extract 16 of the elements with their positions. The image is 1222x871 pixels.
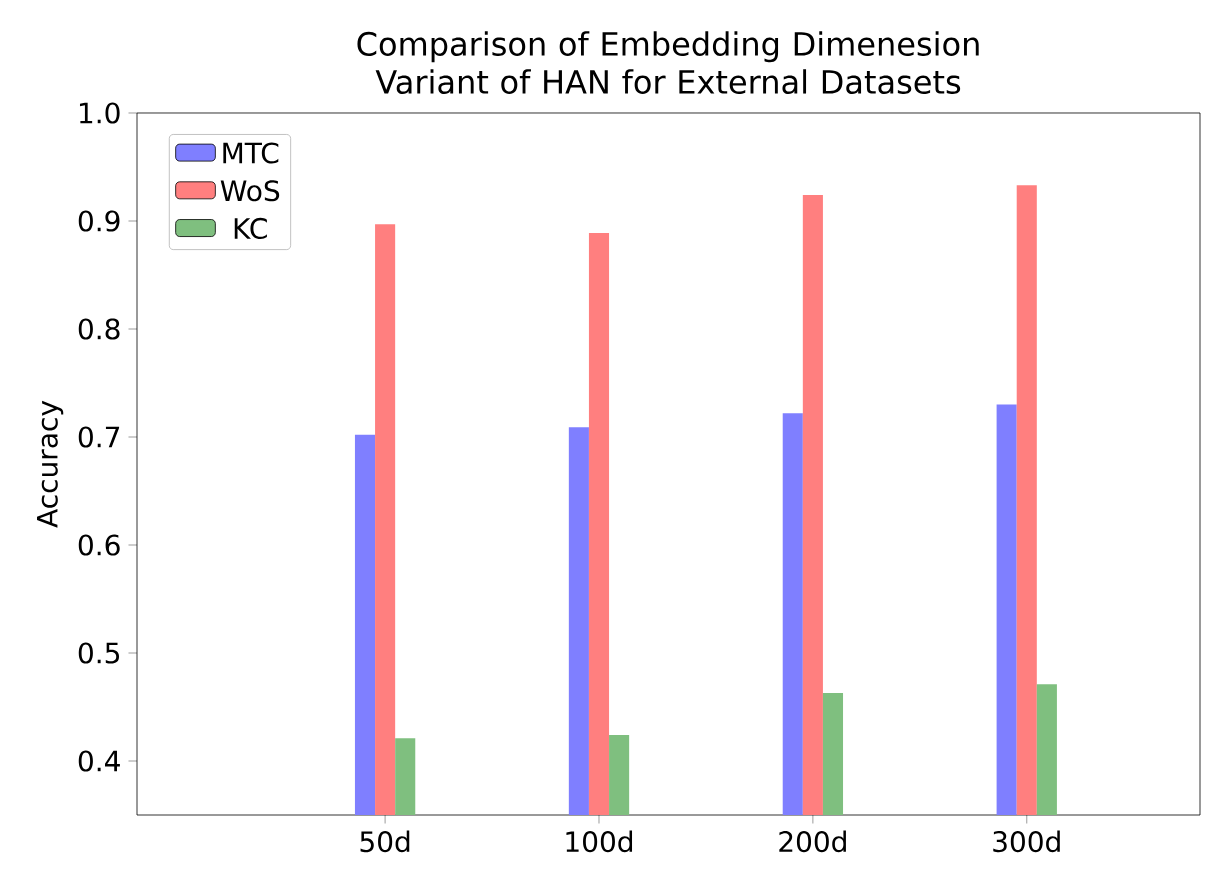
y-tick-label: 0.8	[78, 318, 120, 340]
x-tick-label: 300d	[993, 830, 1060, 853]
legend-label: MTC	[223, 142, 279, 164]
chart-title: Comparison of Embedding Dimenesion Variant of HAN for External Datasets	[357, 31, 979, 95]
y-tick-label: 0.4	[78, 750, 120, 772]
legend-label: KC	[234, 217, 267, 240]
x-tick-label: 50d	[360, 830, 410, 853]
y-axis-title: Accuracy	[37, 400, 64, 528]
y-tick-label: 0.6	[78, 534, 120, 556]
y-tick-label: 0.7	[78, 426, 120, 448]
legend-label: WoS	[220, 180, 280, 202]
x-tick-label: 200d	[779, 830, 846, 853]
x-tick-label: 100d	[566, 830, 633, 853]
y-tick-label: 0.9	[78, 210, 120, 232]
y-tick-label: 1.0	[79, 102, 120, 124]
y-tick-label: 0.5	[78, 642, 120, 664]
